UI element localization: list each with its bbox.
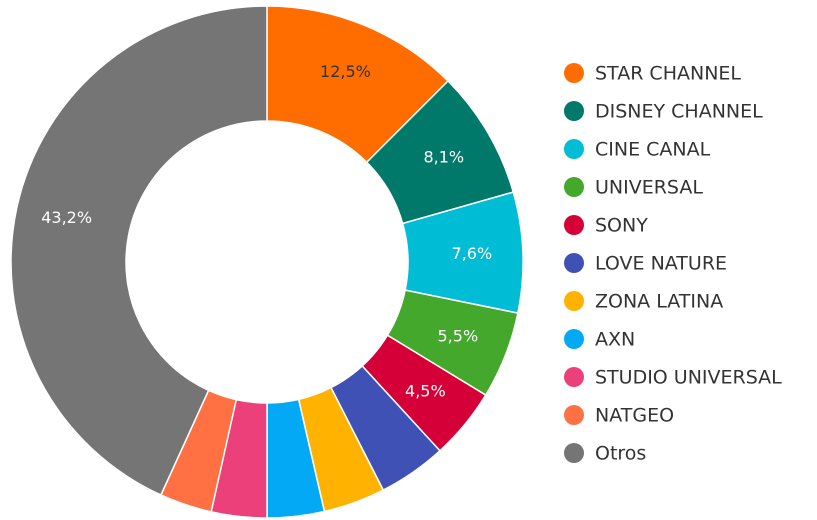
legend-label: LOVE NATURE [595, 253, 727, 275]
legend-label: STAR CHANNEL [595, 63, 741, 85]
legend-swatch [564, 101, 584, 121]
legend-swatch [564, 177, 584, 197]
data-label: 4,5% [405, 382, 446, 401]
legend-label: ZONA LATINA [595, 291, 723, 313]
legend-label: UNIVERSAL [595, 177, 703, 199]
data-label: 7,6% [452, 244, 493, 263]
legend-label: STUDIO UNIVERSAL [595, 367, 782, 389]
legend-swatch [564, 291, 584, 311]
slice [10, 5, 268, 496]
legend-swatch [564, 329, 584, 349]
data-label: 5,5% [438, 326, 479, 345]
data-label: 8,1% [423, 148, 464, 167]
legend-swatch [564, 253, 584, 273]
legend-swatch [564, 443, 584, 463]
data-label: 12,5% [320, 62, 371, 81]
legend-swatch [564, 367, 584, 387]
legend-label: AXN [595, 329, 635, 351]
legend-label: SONY [595, 215, 648, 237]
legend-label: Otros [595, 443, 646, 465]
legend-swatch [564, 63, 584, 83]
legend-swatch [564, 405, 584, 425]
legend-label: NATGEO [595, 405, 674, 427]
data-label: 43,2% [41, 208, 92, 227]
legend-label: DISNEY CHANNEL [595, 101, 763, 123]
legend-swatch [564, 215, 584, 235]
legend-label: CINE CANAL [595, 139, 711, 161]
legend-swatch [564, 139, 584, 159]
